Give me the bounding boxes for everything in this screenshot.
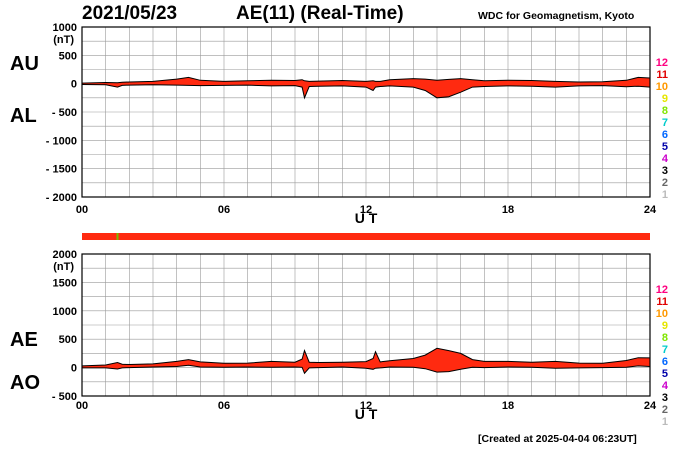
series-au-line [81, 76, 651, 84]
y-unit-label: (nT) [53, 261, 74, 273]
station-number-5: 5 [662, 368, 668, 380]
series-label-al: AL [10, 105, 37, 127]
x-tick-label: 06 [218, 400, 230, 412]
station-number-8: 8 [662, 105, 668, 117]
y-tick-label: 1500 [53, 277, 77, 289]
series-label-au: AU [10, 53, 39, 75]
y-tick-label: 0 [71, 363, 77, 375]
station-number-2: 2 [662, 177, 668, 189]
x-tick-label: 12 [360, 400, 372, 412]
y-tick-label: - 500 [52, 107, 77, 119]
y-tick-label: 1000 [53, 22, 77, 34]
station-number-12: 12 [656, 284, 668, 296]
y-tick-label: - 500 [52, 391, 77, 403]
y-tick-label: - 2000 [46, 192, 77, 204]
x-tick-label: 24 [644, 204, 657, 216]
station-number-1: 1 [662, 189, 668, 201]
plot-frame [81, 253, 651, 397]
x-axis-label: U T [355, 406, 378, 422]
series-ae-line [81, 347, 651, 367]
station-status-bar [82, 233, 650, 240]
station-number-3: 3 [662, 392, 668, 404]
station-number-7: 7 [662, 117, 668, 129]
x-tick-label: 12 [360, 204, 372, 216]
station-number-5: 5 [662, 141, 668, 153]
station-status-marker [116, 233, 119, 240]
station-number-4: 4 [662, 380, 669, 392]
y-tick-label: 2000 [53, 249, 77, 261]
station-number-6: 6 [662, 356, 668, 368]
series-label-ae: AE [10, 329, 38, 351]
station-number-2: 2 [662, 404, 668, 416]
x-tick-label: 00 [76, 400, 88, 412]
series-label-ao: AO [10, 372, 40, 394]
station-number-9: 9 [662, 320, 668, 332]
y-unit-label: (nT) [53, 34, 74, 46]
x-tick-label: 00 [76, 204, 88, 216]
station-number-4: 4 [662, 153, 669, 165]
station-number-1: 1 [662, 416, 668, 428]
x-tick-label: 18 [502, 400, 514, 412]
index-envelope-area [82, 77, 650, 98]
station-number-10: 10 [656, 308, 668, 320]
station-number-7: 7 [662, 344, 668, 356]
station-number-10: 10 [656, 81, 668, 93]
y-tick-label: - 1000 [46, 135, 77, 147]
x-tick-label: 24 [644, 400, 657, 412]
station-number-8: 8 [662, 332, 668, 344]
y-tick-label: 1000 [53, 306, 77, 318]
y-tick-label: 500 [59, 334, 77, 346]
x-tick-label: 18 [502, 204, 514, 216]
station-number-3: 3 [662, 165, 668, 177]
series-al-line [81, 84, 651, 100]
plot-title: AE(11) (Real-Time) [236, 3, 404, 24]
creation-timestamp: [Created at 2025-04-04 06:23UT] [478, 433, 637, 445]
x-axis-label: U T [355, 210, 378, 226]
y-tick-label: - 1500 [46, 164, 77, 176]
plot-frame [81, 26, 651, 198]
station-number-6: 6 [662, 129, 668, 141]
data-center-label: WDC for Geomagnetism, Kyoto [478, 10, 635, 22]
series-ao-line [82, 364, 651, 375]
x-tick-label: 06 [218, 204, 230, 216]
y-tick-label: 500 [59, 50, 77, 62]
station-number-11: 11 [656, 69, 668, 81]
station-number-9: 9 [662, 93, 668, 105]
station-number-11: 11 [656, 296, 668, 308]
station-number-12: 12 [656, 57, 668, 69]
plot-date: 2021/05/23 [82, 3, 178, 24]
y-tick-label: 0 [71, 79, 77, 91]
